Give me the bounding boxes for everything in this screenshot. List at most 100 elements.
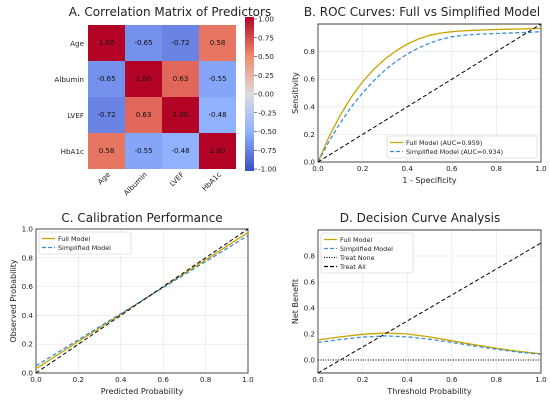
- heatmap-cell: [199, 25, 236, 61]
- legend-box: [386, 135, 538, 159]
- y-tick-label: 0.0: [304, 356, 316, 365]
- panel-a-correlation-heatmap: A. Correlation Matrix of Predictors 1.00…: [54, 5, 277, 197]
- heatmap-row-label: Albumin: [54, 75, 84, 84]
- x-tick-label: 0.4: [115, 375, 127, 384]
- series-line: [317, 31, 542, 163]
- y-tick-label: 0.2: [304, 130, 315, 139]
- panel-d-decision-curve: D. Decision Curve Analysis 0.0 0.2 0.4 0.6 0…: [291, 211, 547, 396]
- heatmap-cell-label: -0.65: [134, 39, 152, 47]
- heatmap-cell: [125, 25, 162, 61]
- y-tick-label: 0.4: [304, 304, 316, 313]
- x-tick-label: 0.0: [30, 375, 42, 384]
- y-tick-label: 0.2: [22, 340, 33, 349]
- heatmap-cell: [88, 25, 125, 61]
- y-tick-label: 0.0: [22, 369, 34, 378]
- colorbar-tick-label: 1.00: [258, 15, 274, 24]
- heatmap-cell-label: 0.58: [210, 39, 226, 47]
- y-tick-label: 0.8: [304, 47, 316, 56]
- heatmap-cell-label: 0.63: [173, 75, 189, 83]
- plot-frame: [317, 229, 542, 374]
- colorbar-tick-label: 0.50: [258, 52, 274, 61]
- heatmap-row-label: LVEF: [67, 111, 84, 120]
- colorbar: [245, 17, 254, 171]
- x-tick-label: 0.6: [446, 164, 458, 173]
- panel-d-title: D. Decision Curve Analysis: [340, 211, 500, 225]
- heatmap-cell-label: 1.00: [136, 75, 152, 83]
- x-tick-label: 0.4: [401, 164, 413, 173]
- heatmap-cell: [199, 133, 236, 169]
- heatmap-cell-label: 1.00: [173, 111, 189, 119]
- reference-line: [317, 23, 542, 163]
- heatmap-cell: [162, 25, 199, 61]
- heatmap-cell-label: -0.72: [171, 39, 189, 47]
- x-tick-label: 0.6: [157, 375, 169, 384]
- legend-entry: Full Model: [340, 236, 372, 244]
- legend-box: [320, 232, 414, 274]
- heatmap-col-label: LVEF: [168, 170, 186, 188]
- y-tick-label: 1.0: [22, 225, 34, 234]
- x-tick-label: 0.2: [357, 375, 368, 384]
- y-tick-label: 0.4: [304, 102, 316, 111]
- reference-line: [35, 228, 249, 374]
- colorbar-ticks: 1.00 0.75 0.50 0.25 0.00 -0.25 -0.50 -0.75 -1.00: [254, 15, 277, 174]
- y-tick-label: 0.6: [304, 75, 316, 84]
- legend-entry: Full Model: [58, 235, 90, 243]
- x-tick-label: 0.4: [401, 375, 413, 384]
- heatmap-cell: [199, 97, 236, 133]
- heatmap-cell: [125, 61, 162, 97]
- heatmap-cell: [162, 133, 199, 169]
- heatmap-cell: [88, 61, 125, 97]
- panel-a-title: A. Correlation Matrix of Predictors: [69, 5, 271, 19]
- y-tick-label: 0.2: [304, 330, 315, 339]
- heatmap-row-label: HbA1c: [61, 147, 84, 156]
- legend-entry: Simplified Model: [58, 244, 111, 252]
- colorbar-tick-label: 0.75: [258, 33, 274, 42]
- y-tick-label: 0.4: [22, 311, 34, 320]
- heatmap-cell-label: 1.00: [99, 39, 115, 47]
- x-tick-label: 0.2: [73, 375, 84, 384]
- x-axis-label: Predicted Probability: [101, 387, 184, 396]
- heatmap-cell: [199, 61, 236, 97]
- heatmap-cell: [88, 133, 125, 169]
- heatmap-cell-label: -0.55: [208, 75, 226, 83]
- heatmap-cell: [88, 97, 125, 133]
- legend-entry: Full Model (AUC=0.959): [406, 139, 482, 147]
- x-tick-label: 1.0: [535, 375, 547, 384]
- y-axis-label: Observed Probability: [9, 259, 18, 343]
- x-tick-label: 0.8: [491, 164, 503, 173]
- panel-c-calibration: C. Calibration Performance 0.0 0.2 0.4 0.6 0…: [9, 211, 254, 396]
- colorbar-tick-label: -0.50: [258, 127, 277, 136]
- colorbar-tick-label: -1.00: [258, 165, 277, 174]
- heatmap-cell-label: 1.00: [210, 147, 226, 155]
- panel-b-roc-curves: B. ROC Curves: Full vs Simplified Model …: [291, 5, 547, 185]
- heatmap-row-label: Age: [70, 39, 84, 48]
- panel-b-title: B. ROC Curves: Full vs Simplified Model: [304, 5, 540, 19]
- x-axis-label: 1 - Specificity: [402, 176, 457, 185]
- colorbar-tick-label: -0.25: [258, 108, 277, 117]
- plot-frame: [35, 228, 249, 374]
- heatmap-cell: [125, 97, 162, 133]
- heatmap-cell-label: -0.65: [97, 75, 115, 83]
- y-tick-label: 0.0: [304, 158, 316, 167]
- x-tick-label: 0.0: [312, 375, 324, 384]
- heatmap-col-label: HbA1c: [200, 170, 223, 193]
- heatmap-col-label: Albumin: [122, 170, 149, 197]
- x-tick-label: 1.0: [535, 164, 547, 173]
- series-line: [317, 332, 542, 355]
- panel-c-title: C. Calibration Performance: [61, 211, 222, 225]
- heatmap-col-label: Age: [96, 170, 113, 187]
- x-tick-label: 1.0: [242, 375, 254, 384]
- series-line: [317, 242, 542, 374]
- heatmap-cell-label: -0.72: [97, 111, 115, 119]
- y-axis-label: Net Benefit: [291, 279, 300, 324]
- x-tick-label: 0.0: [312, 164, 324, 173]
- plot-frame: [317, 23, 542, 163]
- colorbar-tick-label: -0.75: [258, 146, 277, 155]
- heatmap-cells: 1.00 -0.65 -0.72 0.58 -0.65 1.00 0.63 -0.55 -0.7…: [88, 25, 236, 169]
- y-tick-label: 0.8: [22, 253, 34, 262]
- series-line: [317, 27, 542, 163]
- legend-entry: Simplified Model: [340, 245, 393, 253]
- heatmap-row-labels: Age Albumin LVEF HbA1c: [54, 39, 84, 156]
- y-tick-label: 0.6: [22, 282, 34, 291]
